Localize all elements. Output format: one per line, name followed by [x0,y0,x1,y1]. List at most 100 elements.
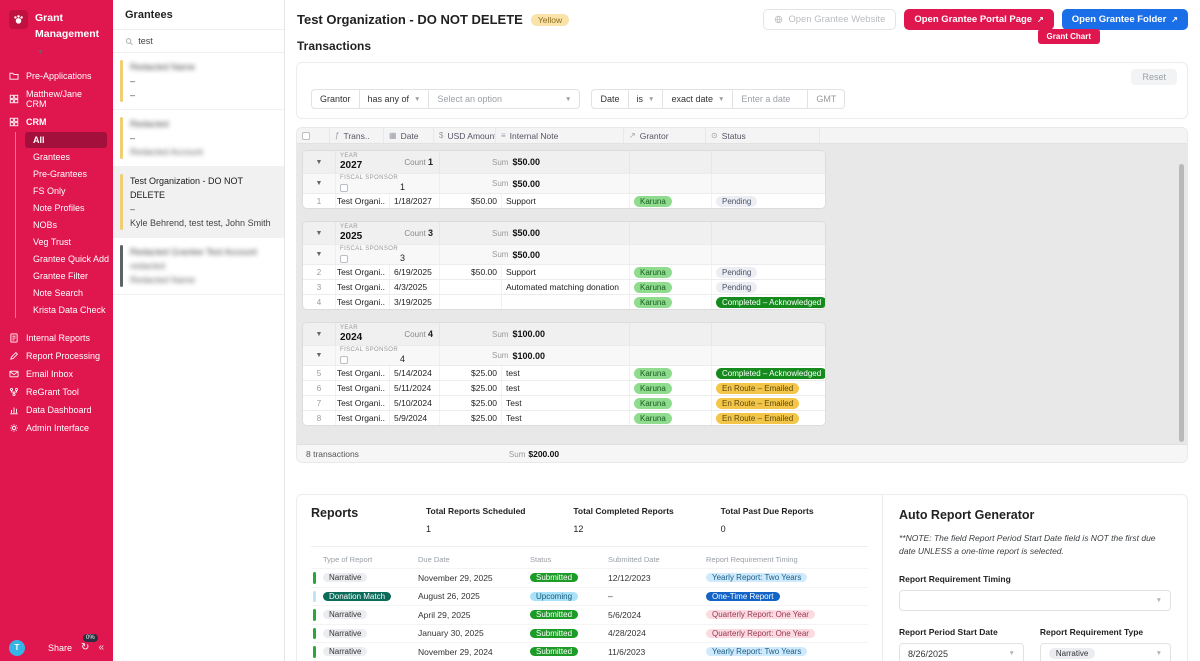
globe-icon [775,15,783,24]
date-filter-input-seg[interactable] [732,89,809,109]
collapse-subgroup-icon[interactable]: ▼ [315,180,323,187]
sidebar-item-admin-interface[interactable]: Admin Interface [0,419,113,437]
grantees-search-input[interactable] [138,36,272,46]
cell-amount [440,295,502,309]
transaction-row[interactable]: 1 Test Organi.. 1/18/2027 $50.00 Support… [303,193,825,208]
sidebar-item-pre-applications[interactable]: Pre-Applications [0,67,113,85]
subgroup-field-label: FISCAL SPONSOR [340,347,399,353]
date-filter-operator[interactable]: is ▼ [627,89,664,109]
grantee-list-item[interactable]: Redacted Name – – [113,53,284,110]
collapse-subgroup-icon[interactable]: ▼ [315,251,323,258]
subgroup-checkbox[interactable] [340,183,348,192]
cell-transaction: Test Organi.. [336,280,390,294]
report-status-badge: Submitted [530,647,579,657]
period-start-select[interactable]: 8/26/2025 ▼ [899,643,1024,661]
report-icon [10,333,18,343]
report-row[interactable]: Narrative January 30, 2025 Submitted 4/2… [311,623,868,643]
transaction-row[interactable]: 5 Test Organi.. 5/14/2024 $25.00 test Ka… [303,365,825,380]
report-timing-badge: One-Time Report [706,591,780,601]
grantee-list-item[interactable]: Redacted – Redacted Account [113,110,284,167]
sidebar-item-label: CRM [26,116,47,127]
sidebar-item-nobs[interactable]: NOBs [33,219,58,230]
transaction-row[interactable]: 6 Test Organi.. 5/11/2024 $25.00 test Ka… [303,380,825,395]
grantee-line2: – [130,76,136,86]
sidebar-item-krista-data-check[interactable]: Krista Data Check [33,304,106,315]
transaction-row[interactable]: 3 Test Organi.. 4/3/2025 Automated match… [303,279,825,294]
folder-icon [9,72,19,80]
sidebar-item-all[interactable]: All [25,131,107,148]
table-scrollbar[interactable] [1179,164,1184,442]
grantor-filter-operator[interactable]: has any of ▼ [358,89,430,109]
open-grantee-website-button[interactable]: Open Grantee Website [763,9,897,30]
sidebar-item-note-profiles[interactable]: Note Profiles [33,202,85,213]
column-header-internal-note[interactable]: ≡ Internal Note [496,128,624,143]
sidebar-item-regrant-tool[interactable]: ReGrant Tool [0,383,113,401]
date-filter-input[interactable] [741,94,800,104]
grantees-search[interactable] [113,29,284,53]
status-badge: Pending [716,281,758,293]
collapse-group-icon[interactable]: ▼ [315,158,323,166]
select-icon: ⊙ [711,131,718,140]
report-row[interactable]: Narrative November 29, 2024 Submitted 11… [311,642,868,661]
select-all-checkbox[interactable] [302,131,310,140]
report-timing-badge: Yearly Report: Two Years [706,573,808,583]
requirement-type-select[interactable]: Narrative ▼ [1039,643,1171,661]
grantor-filter-value-select[interactable]: Select an option ▼ [428,89,581,109]
grant-chart-button[interactable]: Grant Chart [1037,29,1100,44]
app-title: Grant Management ▼ [35,12,100,56]
sidebar-item-note-search[interactable]: Note Search [33,287,84,298]
date-filter-group: Date is▼ exact date▼ GMT [591,89,846,109]
sidebar-item-grantee-filter[interactable]: Grantee Filter [33,270,89,281]
grantee-list-item-selected[interactable]: Test Organization - DO NOT DELETE – Kyle… [113,167,284,238]
app-logo[interactable]: Grant Management ▼ [0,0,113,67]
transaction-row[interactable]: 2 Test Organi.. 6/19/2025 $50.00 Support… [303,264,825,279]
open-grantee-portal-page-button[interactable]: Open Grantee Portal Page ↗ [904,9,1054,30]
sum-label: Sum [492,228,509,238]
collapse-sidebar-icon[interactable]: « [98,642,104,653]
sidebar-item-pre-grantees[interactable]: Pre-Grantees [33,168,88,179]
column-header-transaction[interactable]: ƒ Trans.. [330,128,384,143]
collapse-group-icon[interactable]: ▼ [315,330,323,338]
grantee-list-item[interactable]: Redacted Grantee Test Account redacted R… [113,238,284,295]
sidebar-item-data-dashboard[interactable]: Data Dashboard [0,401,113,419]
sidebar-item-veg-trust[interactable]: Veg Trust [33,236,72,247]
column-header-usd-amount[interactable]: $ USD Amount [434,128,496,143]
report-row[interactable]: Narrative April 29, 2025 Submitted 5/6/2… [311,605,868,624]
sum-label: Sum [492,179,509,188]
sidebar-item-grantee-quick-add[interactable]: Grantee Quick Add [33,253,110,264]
sidebar-item-report-processing[interactable]: Report Processing [0,347,113,365]
report-row[interactable]: Donation Match August 26, 2025 Upcoming … [311,586,868,606]
transaction-row[interactable]: 8 Test Organi.. 5/9/2024 $25.00 Test Kar… [303,410,825,425]
transaction-row[interactable]: 7 Test Organi.. 5/10/2024 $25.00 Test Ka… [303,395,825,410]
subgroup-checkbox[interactable] [340,355,348,364]
transaction-row[interactable]: 4 Test Organi.. 3/19/2025 Karuna Complet… [303,294,825,309]
sidebar-item-email-inbox[interactable]: Email Inbox [0,365,113,383]
date-filter-mode[interactable]: exact date ▼ [662,89,734,109]
collapse-subgroup-icon[interactable]: ▼ [315,352,323,359]
sidebar-item-internal-reports[interactable]: Internal Reports [0,329,113,347]
cell-note: Test [502,396,630,410]
requirement-timing-label: Report Requirement Timing [899,574,1011,585]
sidebar-item-matthew-jane-crm[interactable]: Matthew/Jane CRM [0,85,113,113]
grantee-line2: redacted [130,261,166,271]
sidebar-item-crm[interactable]: CRM [0,113,113,131]
report-row[interactable]: Narrative November 29, 2025 Submitted 12… [311,568,868,587]
column-header-grantor[interactable]: ↗ Grantor [624,128,706,143]
subgroup-checkbox[interactable] [340,254,348,263]
sidebar-item-grantees[interactable]: Grantees [33,151,71,162]
page-header: Test Organization - DO NOT DELETE Yellow… [285,0,1200,30]
requirement-timing-select[interactable]: ▼ [899,590,1171,612]
sync-icon[interactable]: ↻ 0% [81,634,98,653]
row-number: 8 [303,411,336,425]
column-header-date[interactable]: ▦ Date [384,128,434,143]
open-grantee-folder-button[interactable]: Open Grantee Folder ↗ [1061,9,1188,30]
grantee-line2: – [130,133,136,143]
column-header-status[interactable]: ⊙ Status [706,128,820,143]
share-button[interactable]: Share [48,642,73,653]
avatar[interactable]: T [9,639,25,656]
reset-filters-button[interactable]: Reset [1131,69,1177,85]
sidebar-item-fs-only[interactable]: FS Only [33,185,66,196]
report-timing-badge: Yearly Report: Two Years [706,647,808,657]
collapse-group-icon[interactable]: ▼ [315,229,323,237]
cell-transaction: Test Organi.. [336,411,390,425]
